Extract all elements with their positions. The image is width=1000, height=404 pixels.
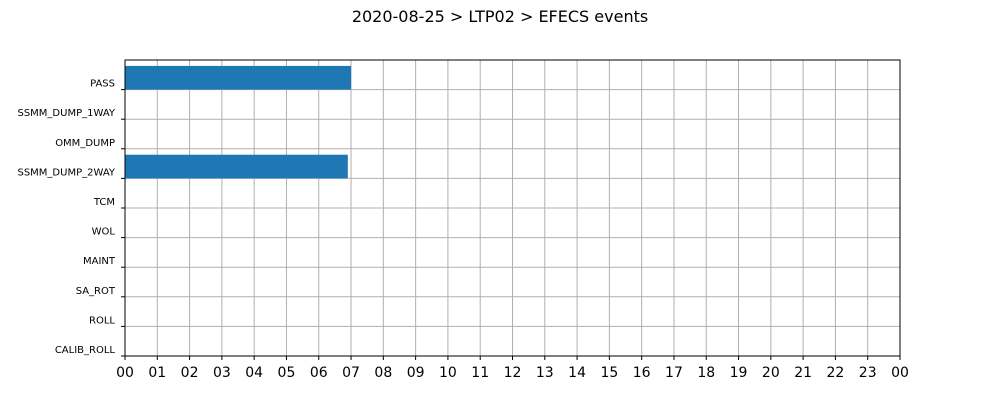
axis-layer: 00 01 02 03 04 05 06 07 08 09 10 11 12 13 14 15 16 17 18 19… bbox=[17, 79, 908, 381]
x-tick-label: 00 bbox=[116, 365, 134, 381]
x-tick-label: 20 bbox=[762, 365, 780, 381]
grid-layer bbox=[124, 60, 901, 356]
x-tick-label: 12 bbox=[504, 365, 522, 381]
x-tick-label: 03 bbox=[213, 365, 231, 381]
chart-title: 2020-08-25 > LTP02 > EFECS events bbox=[352, 7, 648, 26]
x-tick-label: 10 bbox=[439, 365, 457, 381]
y-tick-label: SSMM_DUMP_2WAY bbox=[17, 167, 115, 178]
x-tick-label: 18 bbox=[697, 365, 715, 381]
y-tick-label: WOL bbox=[92, 227, 116, 238]
plot-frame bbox=[124, 59, 901, 357]
x-tick-label: 08 bbox=[374, 365, 392, 381]
x-tick-label: 11 bbox=[471, 365, 489, 381]
x-tick-label: 05 bbox=[278, 365, 296, 381]
x-tick-label: 23 bbox=[859, 365, 877, 381]
x-tick-label: 13 bbox=[536, 365, 554, 381]
y-tick-label: SA_ROT bbox=[76, 286, 116, 297]
x-tick-label: 02 bbox=[181, 365, 199, 381]
x-tick-label: 17 bbox=[665, 365, 683, 381]
y-tick-label: ROLL bbox=[89, 315, 115, 326]
bar-ssmm-dump-2way bbox=[125, 154, 348, 179]
y-tick-label: TCM bbox=[93, 197, 115, 208]
y-tick-label: CALIB_ROLL bbox=[55, 345, 116, 356]
x-tick-label: 21 bbox=[794, 365, 812, 381]
x-tick-label: 01 bbox=[148, 365, 166, 381]
x-tick-label: 06 bbox=[310, 365, 328, 381]
x-tick-label: 15 bbox=[600, 365, 618, 381]
y-tick-label: MAINT bbox=[83, 256, 116, 267]
x-tick-label: 22 bbox=[827, 365, 845, 381]
y-tick-label: SSMM_DUMP_1WAY bbox=[17, 108, 115, 119]
x-tick-label: 16 bbox=[633, 365, 651, 381]
x-tick-label: 04 bbox=[245, 365, 263, 381]
x-tick-label: 19 bbox=[730, 365, 748, 381]
x-tick-label: 14 bbox=[568, 365, 586, 381]
x-tick-label: 00 bbox=[891, 365, 909, 381]
x-tick-label: 09 bbox=[407, 365, 425, 381]
y-tick-label: OMM_DUMP bbox=[55, 138, 115, 149]
x-tick-label: 07 bbox=[342, 365, 360, 381]
bar-pass bbox=[125, 65, 352, 90]
bar-layer bbox=[125, 65, 352, 179]
y-tick-label: PASS bbox=[90, 79, 115, 90]
